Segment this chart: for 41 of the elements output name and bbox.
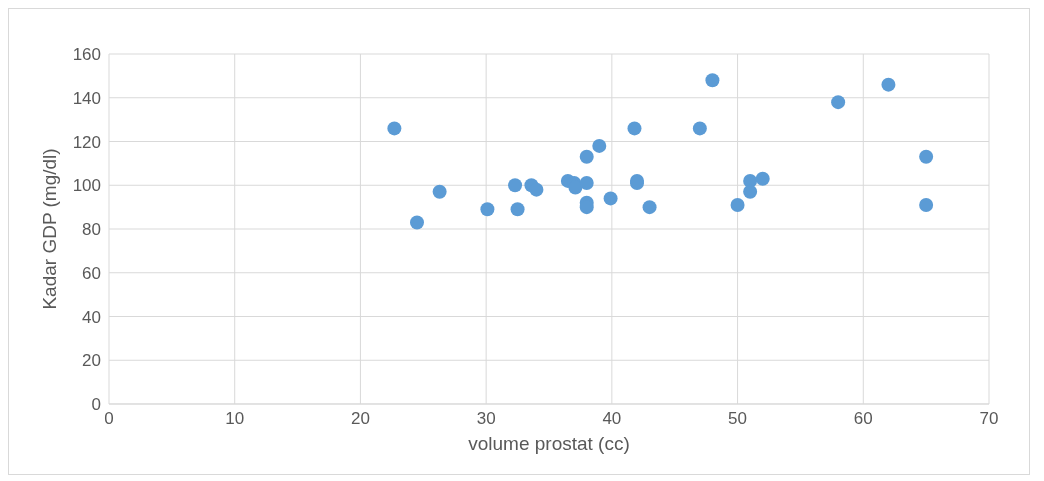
- x-tick-label: 60: [853, 409, 873, 429]
- point: [603, 191, 618, 206]
- point: [579, 176, 594, 191]
- point: [881, 77, 896, 92]
- y-tick-label: 160: [72, 45, 101, 65]
- point: [510, 202, 525, 217]
- y-axis-title: Kadar GDP (mg/dl): [38, 148, 60, 310]
- point: [529, 182, 544, 197]
- point: [919, 197, 934, 212]
- point: [831, 95, 846, 110]
- point: [743, 184, 758, 199]
- y-tick-label: 0: [91, 395, 101, 415]
- point: [755, 171, 770, 186]
- x-tick-label: 10: [225, 409, 245, 429]
- y-tick-label: 140: [72, 88, 101, 108]
- x-tick-label: 40: [602, 409, 622, 429]
- x-axis-title: volume prostat (cc): [468, 433, 630, 454]
- x-tick-label: 0: [104, 409, 114, 429]
- point: [387, 121, 402, 136]
- y-tick-label: 120: [72, 132, 101, 152]
- point: [627, 121, 642, 136]
- x-tick-label: 50: [728, 409, 748, 429]
- y-tick-label: 60: [82, 263, 101, 283]
- y-tick-label: 100: [72, 176, 101, 196]
- point: [410, 215, 424, 230]
- point: [705, 73, 720, 88]
- x-tick-label: 70: [979, 409, 999, 429]
- x-tick-label: 30: [476, 409, 496, 429]
- point: [592, 138, 607, 153]
- point: [919, 149, 934, 164]
- point: [480, 202, 495, 217]
- y-tick-label: 40: [82, 307, 101, 327]
- point: [730, 197, 745, 212]
- x-tick-label: 20: [350, 409, 370, 429]
- point: [642, 200, 657, 215]
- point: [508, 178, 523, 193]
- y-tick-label: 20: [82, 351, 101, 371]
- point: [579, 149, 594, 164]
- y-tick-label: 80: [82, 220, 101, 240]
- point: [432, 184, 447, 199]
- point: [692, 121, 707, 136]
